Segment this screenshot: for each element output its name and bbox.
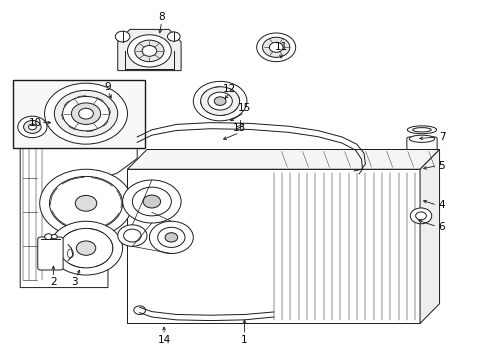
- Bar: [13, 80, 144, 148]
- Circle shape: [207, 92, 232, 110]
- Circle shape: [51, 234, 57, 239]
- Circle shape: [49, 221, 122, 275]
- Polygon shape: [20, 108, 137, 288]
- Polygon shape: [118, 30, 181, 71]
- Circle shape: [127, 35, 171, 67]
- Text: 8: 8: [158, 12, 164, 22]
- Circle shape: [44, 83, 127, 144]
- Ellipse shape: [408, 135, 434, 142]
- Circle shape: [135, 40, 163, 62]
- Bar: [127, 169, 419, 323]
- Circle shape: [71, 103, 101, 125]
- Circle shape: [409, 208, 431, 224]
- Circle shape: [131, 136, 141, 143]
- Text: 3: 3: [71, 277, 78, 287]
- Text: 5: 5: [438, 161, 445, 171]
- Circle shape: [142, 45, 157, 56]
- Text: 9: 9: [104, 82, 111, 92]
- Circle shape: [18, 116, 47, 138]
- Ellipse shape: [412, 128, 430, 132]
- Polygon shape: [127, 149, 439, 169]
- Circle shape: [23, 121, 41, 134]
- Circle shape: [49, 176, 122, 230]
- Text: 6: 6: [438, 222, 445, 231]
- Text: 14: 14: [157, 334, 170, 345]
- Circle shape: [143, 195, 160, 208]
- Polygon shape: [419, 149, 439, 323]
- Circle shape: [132, 187, 171, 216]
- Text: 2: 2: [50, 277, 57, 287]
- Circle shape: [118, 225, 147, 246]
- Circle shape: [200, 87, 239, 116]
- Circle shape: [415, 212, 426, 220]
- Circle shape: [59, 228, 113, 268]
- Text: 12: 12: [223, 84, 236, 94]
- Text: 7: 7: [438, 132, 445, 142]
- Circle shape: [149, 221, 193, 253]
- FancyBboxPatch shape: [38, 237, 63, 270]
- Circle shape: [40, 169, 132, 237]
- Circle shape: [158, 227, 184, 247]
- Circle shape: [164, 233, 177, 242]
- Circle shape: [269, 42, 283, 52]
- Circle shape: [76, 241, 96, 255]
- Text: 15: 15: [237, 103, 251, 113]
- Circle shape: [214, 97, 225, 105]
- Circle shape: [134, 306, 145, 315]
- Text: 10: 10: [29, 118, 42, 128]
- Text: 1: 1: [241, 334, 247, 345]
- Circle shape: [262, 37, 289, 57]
- Text: 11: 11: [274, 42, 287, 52]
- Text: 13: 13: [232, 123, 246, 133]
- Ellipse shape: [407, 126, 436, 134]
- Ellipse shape: [410, 176, 431, 182]
- Circle shape: [54, 90, 118, 137]
- Circle shape: [115, 31, 130, 42]
- Circle shape: [167, 32, 180, 41]
- Circle shape: [123, 229, 141, 242]
- FancyBboxPatch shape: [408, 177, 433, 208]
- FancyBboxPatch shape: [406, 137, 436, 175]
- Circle shape: [28, 124, 36, 130]
- Circle shape: [79, 108, 93, 119]
- Circle shape: [75, 195, 97, 211]
- Text: 4: 4: [438, 200, 445, 210]
- Circle shape: [44, 234, 52, 239]
- Circle shape: [122, 180, 181, 223]
- Circle shape: [193, 81, 246, 121]
- Circle shape: [62, 96, 109, 131]
- Circle shape: [256, 33, 295, 62]
